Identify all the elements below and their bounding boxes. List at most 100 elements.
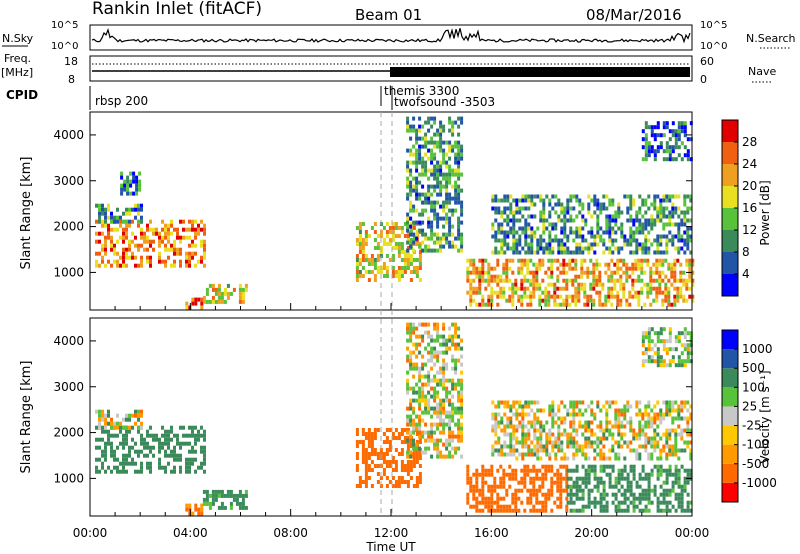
heatmap-cell xyxy=(527,222,531,227)
heatmap-cell xyxy=(544,508,548,513)
heatmap-cell xyxy=(116,425,119,430)
heatmap-cell xyxy=(517,266,521,271)
heatmap-cell xyxy=(605,226,609,231)
heatmap-cell xyxy=(385,428,389,432)
heatmap-cell xyxy=(164,465,167,470)
heatmap-cell xyxy=(614,238,618,243)
heatmap-cell xyxy=(445,398,449,403)
heatmap-cell xyxy=(424,196,428,201)
heatmap-cell xyxy=(412,418,416,423)
heatmap-cell xyxy=(161,445,164,450)
heatmap-cell xyxy=(497,210,501,215)
heatmap-cell xyxy=(448,128,452,133)
heatmap-cell xyxy=(547,290,551,295)
heatmap-cell xyxy=(140,203,143,208)
heatmap-cell xyxy=(433,346,437,351)
heatmap-cell xyxy=(421,136,425,141)
heatmap-cell xyxy=(430,236,434,241)
heatmap-cell xyxy=(451,148,455,153)
heatmap-cell xyxy=(572,412,576,417)
heatmap-cell xyxy=(370,460,374,464)
heatmap-cell xyxy=(674,157,678,162)
heatmap-cell xyxy=(457,156,461,161)
heatmap-cell xyxy=(509,226,513,231)
heatmap-cell xyxy=(637,258,641,263)
heatmap-cell xyxy=(536,452,540,457)
heatmap-cell xyxy=(137,429,140,434)
heatmap-cell xyxy=(521,408,525,413)
heatmap-cell xyxy=(680,404,684,409)
heatmap-cell xyxy=(515,206,519,211)
heatmap-cell xyxy=(607,266,611,271)
heatmap-cell xyxy=(508,298,512,303)
heatmap-cell xyxy=(680,492,684,497)
heatmap-cell xyxy=(430,350,434,355)
heatmap-cell xyxy=(614,408,618,413)
heatmap-cell xyxy=(524,400,528,405)
heatmap-cell xyxy=(649,286,653,291)
heatmap-cell xyxy=(559,270,563,275)
heatmap-cell xyxy=(527,198,531,203)
heatmap-cell xyxy=(506,214,510,219)
heatmap-cell xyxy=(164,235,167,240)
heatmap-cell xyxy=(569,476,573,481)
heatmap-cell xyxy=(496,468,500,473)
heatmap-cell xyxy=(173,243,176,248)
heatmap-cell xyxy=(430,338,434,343)
heatmap-cell xyxy=(662,339,666,344)
heatmap-cell xyxy=(433,188,437,193)
heatmap-cell xyxy=(524,250,528,255)
heatmap-cell xyxy=(457,220,461,225)
heatmap-cell xyxy=(137,469,140,474)
heatmap-cell xyxy=(521,444,525,449)
heatmap-cell xyxy=(140,441,143,446)
heatmap-cell xyxy=(376,480,380,484)
heatmap-cell xyxy=(647,412,651,417)
heatmap-cell xyxy=(442,374,446,379)
heatmap-cell xyxy=(107,231,110,236)
heatmap-cell xyxy=(530,214,534,219)
heatmap-cell xyxy=(665,408,669,413)
heatmap-cell xyxy=(520,500,524,505)
heatmap-cell xyxy=(542,428,546,433)
heatmap-cell xyxy=(562,270,566,275)
heatmap-cell xyxy=(676,298,680,303)
heatmap-cell xyxy=(614,246,618,251)
heatmap-cell xyxy=(364,230,368,234)
heatmap-cell xyxy=(635,436,639,441)
heatmap-cell xyxy=(101,453,104,458)
heatmap-cell xyxy=(593,238,597,243)
heatmap-cell xyxy=(622,282,626,287)
heatmap-cell xyxy=(623,404,627,409)
heatmap-cell xyxy=(550,476,554,481)
heatmap-cell xyxy=(367,476,371,480)
cpid-panel: CPID rbsp 200 themis 3300 twofsound -350… xyxy=(6,84,495,110)
heatmap-cell xyxy=(466,500,470,505)
heatmap-cell xyxy=(662,488,666,493)
heatmap-cell xyxy=(448,224,452,229)
ytick-label: 1000 xyxy=(53,471,84,485)
nsky-panel: N.Sky 10^5 10^0 10^5 10^0 N.Search xyxy=(2,20,796,52)
heatmap-cell xyxy=(611,250,615,255)
heatmap-cell xyxy=(406,192,410,197)
heatmap-cell xyxy=(101,219,104,224)
heatmap-cell xyxy=(674,492,678,497)
heatmap-cell xyxy=(460,148,464,153)
heatmap-cell xyxy=(632,508,636,513)
heatmap-cell xyxy=(194,301,198,306)
heatmap-cell xyxy=(203,445,206,450)
heatmap-cell xyxy=(194,425,197,430)
heatmap-cell xyxy=(593,476,597,481)
heatmap-cell xyxy=(494,198,498,203)
heatmap-cell xyxy=(451,378,455,383)
heatmap-cell xyxy=(638,436,642,441)
heatmap-cell xyxy=(391,274,395,278)
heatmap-cell xyxy=(539,238,543,243)
heatmap-cell xyxy=(668,412,672,417)
heatmap-cell xyxy=(167,239,170,244)
heatmap-cell xyxy=(640,286,644,291)
heatmap-cell xyxy=(493,508,497,513)
heatmap-cell xyxy=(659,452,663,457)
heatmap-cell xyxy=(547,464,551,469)
heatmap-cell xyxy=(107,429,110,434)
